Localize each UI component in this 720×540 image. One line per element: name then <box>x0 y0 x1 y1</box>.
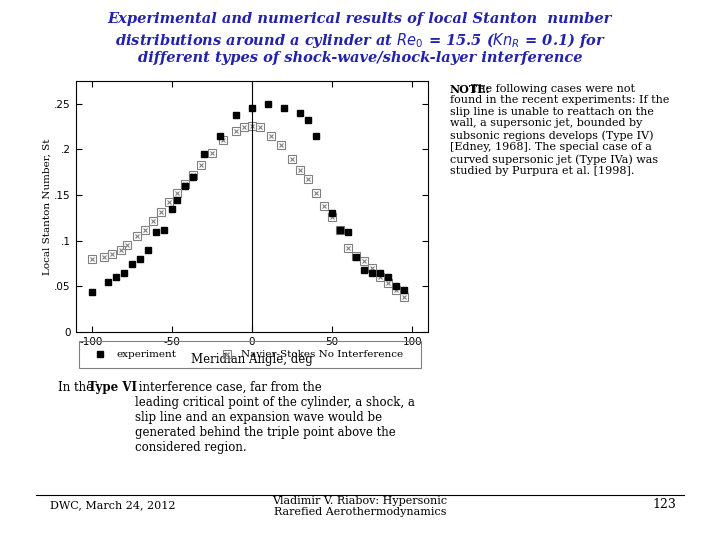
Text: Navier-Stokes No Interference: Navier-Stokes No Interference <box>241 350 403 359</box>
Text: The following cases were not
found in the recent experiments: If the
slip line i: The following cases were not found in th… <box>450 84 670 176</box>
Text: experiment: experiment <box>116 350 176 359</box>
Text: Experimental and numerical results of local Stanton  number: Experimental and numerical results of lo… <box>108 12 612 26</box>
Text: In the: In the <box>58 381 96 394</box>
Text: NOTE:: NOTE: <box>450 84 490 94</box>
Y-axis label: Local Stanton Number, St: Local Stanton Number, St <box>42 138 51 275</box>
Text: different types of shock-wave/shock-layer interference: different types of shock-wave/shock-laye… <box>138 51 582 65</box>
Text: DWC, March 24, 2012: DWC, March 24, 2012 <box>50 500 176 510</box>
X-axis label: Meridian Angle, deg: Meridian Angle, deg <box>191 353 313 366</box>
Text: Vladimir V. Riabov: Hypersonic
Rarefied Aerothermodynamics: Vladimir V. Riabov: Hypersonic Rarefied … <box>272 496 448 517</box>
Text: interference case, far from the
leading critical point of the cylinder, a shock,: interference case, far from the leading … <box>135 381 415 454</box>
Text: 123: 123 <box>653 498 677 511</box>
Text: Type VI: Type VI <box>88 381 137 394</box>
Text: distributions around a cylinder at $\mathit{Re}_0$ = 15.5 ($\mathit{Kn}_R$ = 0.1: distributions around a cylinder at $\mat… <box>114 31 606 50</box>
